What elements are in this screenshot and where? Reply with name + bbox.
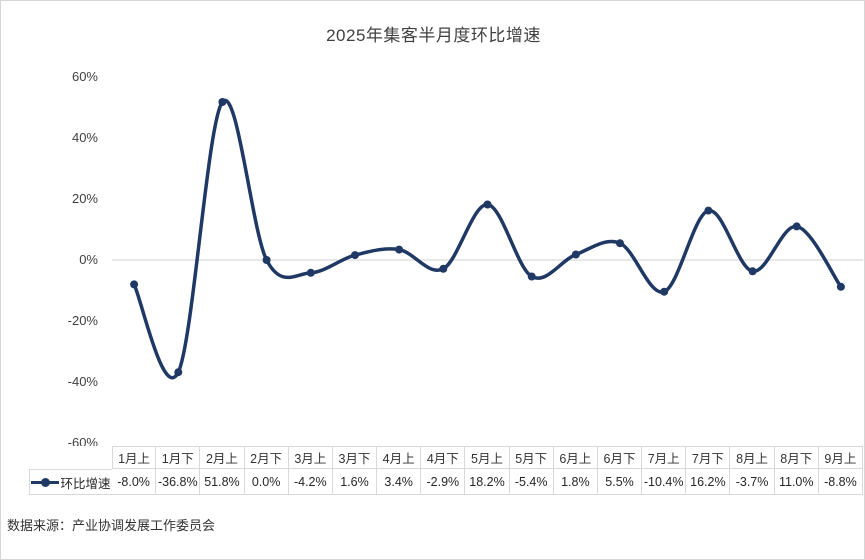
table-value-cell: 51.8% bbox=[200, 469, 245, 495]
table-value-cell: -36.8% bbox=[156, 469, 201, 495]
table-header-cell: 8月上 bbox=[730, 446, 775, 469]
data-point-marker bbox=[483, 200, 492, 209]
data-point-marker bbox=[527, 272, 536, 281]
table-header-cell: 6月下 bbox=[597, 446, 643, 469]
table-value-cell: -10.4% bbox=[642, 469, 687, 495]
table-header-cell: 7月下 bbox=[686, 446, 731, 469]
y-axis-tick-label: 20% bbox=[71, 191, 98, 206]
data-point-marker bbox=[351, 251, 359, 260]
table-corner-cell bbox=[29, 446, 112, 469]
table-value-cell: 0.0% bbox=[244, 469, 289, 495]
table-value-cell: 16.2% bbox=[686, 469, 731, 495]
table-header-cell: 4月上 bbox=[377, 446, 422, 469]
table-value-cell: 1.8% bbox=[553, 469, 598, 495]
table-header-cell: 7月上 bbox=[642, 446, 687, 469]
table-header-cell: 3月上 bbox=[288, 446, 333, 469]
data-point-marker bbox=[836, 282, 845, 291]
table-header-cell: 5月上 bbox=[465, 446, 510, 469]
table-value-cell: 1.6% bbox=[332, 469, 378, 495]
y-axis-tick-label: 40% bbox=[71, 130, 98, 145]
table-header-cell: 5月下 bbox=[509, 446, 554, 469]
table-header-cell: 1月上 bbox=[112, 446, 157, 469]
table-header-cell: 2月上 bbox=[200, 446, 245, 469]
table-header-cell: 1月下 bbox=[156, 446, 201, 469]
data-point-marker bbox=[571, 250, 580, 259]
legend-series-label: 环比增速 bbox=[60, 476, 111, 491]
table-header-cell: 2月下 bbox=[244, 446, 289, 469]
data-point-marker bbox=[262, 256, 271, 264]
data-point-marker bbox=[616, 239, 624, 248]
legend-item: 环比增速 bbox=[29, 469, 112, 495]
table-value-cell: -3.7% bbox=[730, 469, 775, 495]
data-point-marker bbox=[660, 287, 669, 296]
data-point-marker bbox=[439, 264, 448, 273]
table-header-cell: 6月上 bbox=[553, 446, 598, 469]
table-value-cell: 11.0% bbox=[774, 469, 819, 495]
table-value-cell: -8.0% bbox=[112, 469, 157, 495]
table-value-cell: 18.2% bbox=[465, 469, 510, 495]
data-point-marker bbox=[174, 368, 183, 377]
y-axis-tick-label: -20% bbox=[67, 313, 98, 328]
data-point-marker bbox=[748, 267, 757, 276]
table-header-cell: 8月下 bbox=[774, 446, 819, 469]
chart-title: 2025年集客半月度环比增速 bbox=[326, 26, 541, 45]
table-value-cell: 5.5% bbox=[597, 469, 643, 495]
table-value-cell: -4.2% bbox=[288, 469, 333, 495]
data-source-note: 数据来源：产业协调发展工作委员会 bbox=[7, 518, 216, 533]
data-point-marker bbox=[306, 268, 315, 277]
table-value-cell: -5.4% bbox=[509, 469, 554, 495]
line-chart-plot bbox=[112, 98, 863, 380]
table-value-cell: -2.9% bbox=[421, 469, 466, 495]
series-line-legend-icon bbox=[31, 477, 60, 487]
data-table: 1月上 1月下 2月上 2月下 3月上 3月下 4月上 4月下 5月上 5月下 6月上 6月下 7月上 7… bbox=[29, 446, 863, 495]
table-header-cell: 3月下 bbox=[332, 446, 378, 469]
table-header-cell: 4月下 bbox=[421, 446, 466, 469]
data-point-marker bbox=[218, 98, 227, 106]
series-line bbox=[132, 98, 843, 380]
table-value-cell: -8.8% bbox=[818, 469, 863, 495]
y-axis-tick-label: 0% bbox=[79, 252, 98, 267]
table-value-cell: 3.4% bbox=[377, 469, 422, 495]
table-header-cell: 9月上 bbox=[818, 446, 863, 469]
data-point-marker bbox=[130, 280, 139, 289]
y-axis-tick-label: -40% bbox=[67, 374, 98, 389]
data-point-marker bbox=[792, 222, 801, 231]
data-point-marker bbox=[704, 206, 713, 215]
data-point-marker bbox=[395, 245, 404, 254]
y-axis-tick-label: 60% bbox=[71, 69, 98, 84]
